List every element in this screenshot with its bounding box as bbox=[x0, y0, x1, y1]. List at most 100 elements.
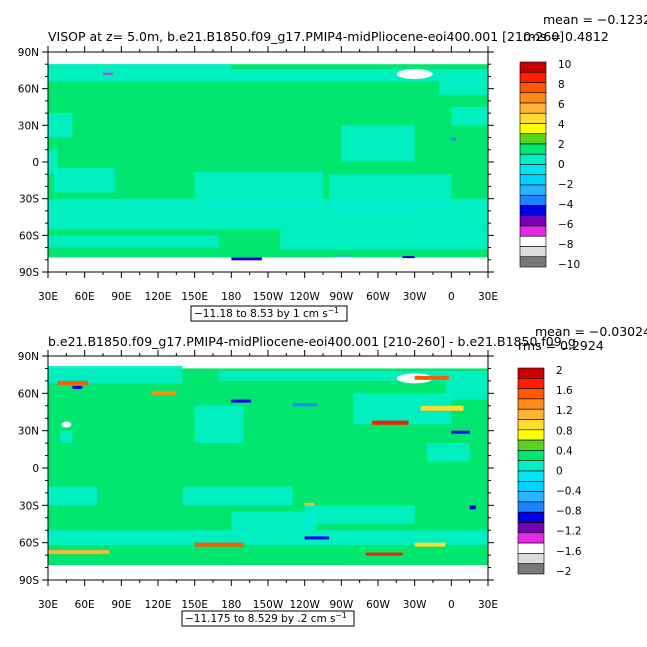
negative-patch bbox=[48, 530, 488, 546]
colorbar-label: 0 bbox=[558, 159, 565, 171]
colorbar-swatch bbox=[517, 388, 545, 400]
y-tick-label: 0 bbox=[32, 157, 39, 169]
colorbar-swatch bbox=[517, 501, 545, 513]
colorbar-swatch bbox=[519, 133, 547, 145]
map-field bbox=[48, 365, 488, 571]
anomaly-speck bbox=[402, 256, 415, 259]
colorbar-label: 2 bbox=[556, 365, 563, 377]
colorbar-label: 8 bbox=[558, 79, 565, 91]
negative-patch bbox=[182, 486, 293, 506]
negative-patch bbox=[231, 511, 317, 531]
anomaly-speck bbox=[420, 405, 464, 411]
range-box bbox=[190, 305, 348, 322]
colorbar-swatch bbox=[519, 205, 547, 217]
negative-patch bbox=[219, 370, 488, 381]
colorbar-swatch bbox=[519, 184, 547, 196]
colorbar-swatch bbox=[519, 102, 547, 114]
y-tick-label: 60N bbox=[18, 84, 39, 96]
land-mask bbox=[228, 565, 342, 571]
colorbar-swatch bbox=[519, 61, 547, 73]
land-mask bbox=[228, 257, 342, 263]
negative-patch bbox=[439, 76, 488, 95]
x-tick-label: 150W bbox=[253, 599, 284, 611]
x-tick-label: 30E bbox=[478, 291, 498, 303]
colorbar-swatch bbox=[519, 71, 547, 83]
colorbar-swatch bbox=[517, 532, 545, 544]
anomaly-speck bbox=[231, 257, 262, 261]
anomaly-speck bbox=[72, 385, 83, 389]
x-tick-label: 60E bbox=[75, 599, 95, 611]
colorbar-swatch bbox=[517, 491, 545, 503]
colorbar-swatch bbox=[519, 256, 547, 268]
colorbar-swatch bbox=[517, 367, 545, 379]
anomaly-speck bbox=[57, 380, 89, 385]
colorbar-label: 0 bbox=[556, 465, 563, 477]
colorbar-label: −1.6 bbox=[556, 546, 582, 558]
rms-stat: rms = 0.2924 bbox=[518, 338, 604, 353]
x-tick-label: 90W bbox=[329, 599, 353, 611]
anomaly-speck bbox=[451, 137, 457, 141]
negative-patch bbox=[445, 380, 488, 400]
x-tick-label: 90E bbox=[111, 291, 131, 303]
x-tick-label: 120E bbox=[145, 291, 172, 303]
x-tick-label: 30E bbox=[478, 599, 498, 611]
range-box-superscript: −1 bbox=[328, 306, 339, 315]
x-tick-label: 30E bbox=[38, 291, 58, 303]
anomaly-speck bbox=[231, 399, 251, 403]
colorbar-label: −0.4 bbox=[556, 486, 582, 498]
colorbar-swatch bbox=[519, 235, 547, 247]
negative-patch bbox=[48, 198, 488, 230]
colorbar-swatch bbox=[517, 542, 545, 554]
land-mask bbox=[61, 421, 72, 428]
negative-patch bbox=[54, 168, 116, 193]
negative-patch bbox=[60, 430, 73, 444]
anomaly-speck bbox=[451, 430, 470, 434]
colorbar-label: 0.8 bbox=[556, 425, 573, 437]
negative-patch bbox=[194, 405, 244, 444]
negative-patch bbox=[451, 107, 488, 126]
colorbar-swatch bbox=[517, 511, 545, 523]
y-tick-label: 60S bbox=[19, 538, 39, 550]
colorbar-label: −0.8 bbox=[556, 506, 582, 518]
x-tick-label: 30E bbox=[38, 599, 58, 611]
negative-patch bbox=[426, 443, 470, 462]
colorbar-swatch bbox=[519, 215, 547, 227]
range-box-text: −11.175 to 8.529 by .2 cm s−1 bbox=[185, 611, 347, 625]
colorbar-label: −2 bbox=[556, 566, 571, 578]
range-box-text: −11.18 to 8.53 by 1 cm s−1 bbox=[194, 306, 339, 320]
chart-title: VISOP at z= 5.0m, b.e21.B1850.f09_g17.PM… bbox=[48, 29, 564, 44]
colorbar-label: 1.2 bbox=[556, 405, 573, 417]
negative-patch bbox=[48, 486, 97, 506]
x-tick-label: 90E bbox=[111, 599, 131, 611]
land-mask bbox=[396, 69, 433, 79]
anomaly-speck bbox=[103, 72, 113, 75]
colorbar-label: −4 bbox=[558, 199, 574, 211]
y-tick-label: 30N bbox=[18, 426, 39, 438]
anomaly-speck bbox=[292, 403, 317, 407]
map-field bbox=[48, 64, 489, 263]
negative-patch bbox=[48, 113, 73, 138]
x-tick-label: 120E bbox=[145, 599, 172, 611]
chart-title: b.e21.B1850.f09_g17.PMIP4-midPliocene-eo… bbox=[48, 334, 576, 349]
negative-patch bbox=[304, 505, 415, 524]
x-tick-label: 180 bbox=[221, 291, 241, 303]
x-tick-label: 0 bbox=[448, 599, 455, 611]
anomaly-speck bbox=[414, 375, 449, 380]
colorbar-label: −8 bbox=[558, 239, 573, 251]
colorbar-swatch bbox=[519, 82, 547, 94]
colorbar-label: −2 bbox=[558, 179, 573, 191]
anomaly-speck bbox=[469, 505, 476, 510]
negative-patch bbox=[48, 235, 220, 248]
colorbar-swatch bbox=[517, 553, 545, 565]
colorbar-label: −10 bbox=[558, 259, 580, 271]
x-tick-label: 150E bbox=[181, 291, 208, 303]
anomaly-speck bbox=[194, 542, 244, 547]
colorbar-label: 10 bbox=[558, 59, 571, 71]
x-tick-label: 60W bbox=[366, 599, 390, 611]
y-tick-label: 30S bbox=[19, 500, 39, 512]
anomaly-speck bbox=[371, 420, 409, 425]
negative-patch bbox=[341, 125, 415, 162]
x-tick-label: 60E bbox=[75, 291, 95, 303]
y-tick-label: 30N bbox=[18, 120, 39, 132]
